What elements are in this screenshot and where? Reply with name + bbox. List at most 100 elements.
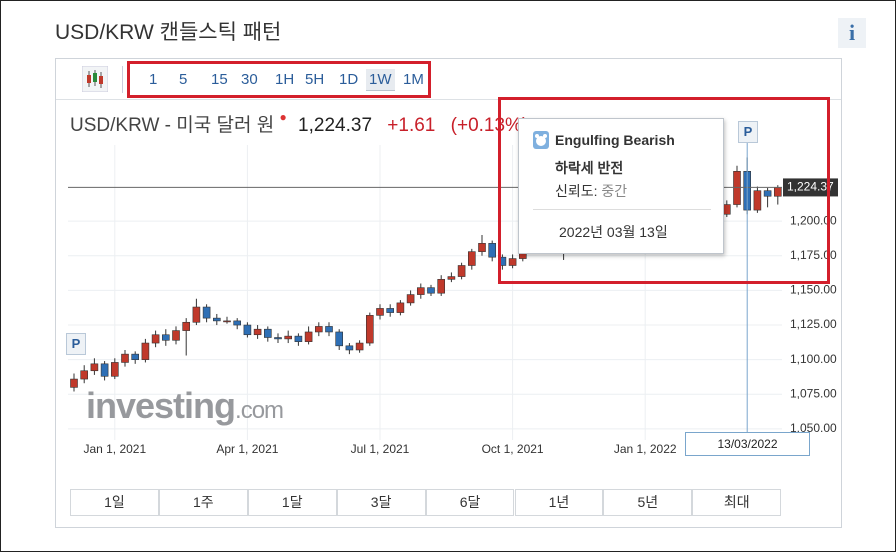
candle-body	[345, 345, 354, 351]
candle-body	[467, 251, 476, 266]
y-tick-label: 1,150.00	[790, 283, 837, 297]
pattern-reliability: 신뢰도: 중간	[555, 181, 627, 201]
candle-body	[100, 363, 109, 377]
watermark-brand: investing	[86, 385, 236, 426]
interval-button[interactable]: 1D	[339, 71, 359, 88]
candle-body	[172, 330, 180, 341]
candle-body	[284, 335, 293, 340]
y-tick-label: 1,050.00	[790, 421, 837, 435]
range-button[interactable]: 1주	[158, 489, 248, 516]
candle-body	[365, 315, 374, 344]
candle-body	[243, 324, 252, 336]
candle-body	[111, 362, 119, 377]
candle-body	[416, 287, 425, 295]
candle-body	[335, 331, 344, 347]
y-tick-label: 1,075.00	[790, 386, 837, 400]
interval-button[interactable]: 1M	[403, 71, 424, 88]
y-tick-label: 1,125.00	[790, 317, 837, 331]
x-tick-label: Jan 1, 2022	[614, 442, 677, 456]
last-price-box	[783, 178, 838, 197]
reliability-label: 신뢰도:	[555, 183, 598, 199]
quote-header: USD/KRW - 미국 달러 원 ● 1,224.37 +1.61 (+0.1…	[70, 110, 528, 137]
range-button[interactable]: 5년	[603, 489, 693, 516]
candle-body	[437, 279, 446, 294]
candle-icon[interactable]	[82, 66, 108, 92]
watermark: investing.com	[86, 385, 284, 427]
range-button[interactable]: 최대	[692, 489, 782, 516]
candle-body	[294, 335, 303, 342]
range-button[interactable]: 1년	[514, 489, 604, 516]
price-change-pct: (+0.13%)	[450, 115, 529, 136]
candle-body	[386, 308, 395, 313]
candle-body	[355, 342, 364, 351]
x-tick-label: Apr 1, 2021	[216, 442, 278, 456]
interval-button[interactable]: 5	[179, 71, 188, 88]
last-price-label: 1,224.37	[787, 180, 834, 194]
candle-body	[90, 363, 99, 372]
candle-body	[325, 326, 333, 333]
candle-body	[80, 370, 88, 380]
candle-body	[213, 317, 221, 322]
candle-body	[488, 243, 497, 258]
candle-body	[131, 353, 139, 360]
bear-icon	[533, 131, 549, 149]
separator	[122, 66, 123, 93]
candle-body	[447, 276, 456, 280]
info-button[interactable]: i	[838, 18, 866, 48]
candle-body	[376, 308, 384, 316]
crosshair-date: 13/03/2022	[685, 432, 810, 456]
candle-body	[314, 326, 323, 333]
candle-body	[233, 320, 241, 326]
last-price: 1,224.37	[298, 115, 373, 136]
candle-body	[202, 306, 211, 319]
pattern-tooltip: Engulfing Bearish 하락세 반전 신뢰도: 중간 2022년 0…	[518, 118, 724, 254]
candle-body	[396, 302, 405, 313]
interval-button[interactable]: 1W	[366, 69, 395, 91]
pattern-name: Engulfing Bearish	[555, 132, 675, 148]
range-button[interactable]: 1달	[247, 489, 337, 516]
candle-body	[733, 171, 741, 205]
candle-body	[753, 190, 762, 211]
pattern-marker[interactable]: P	[66, 333, 86, 355]
pattern-signal: 하락세 반전	[555, 160, 624, 176]
interval-button[interactable]: 5H	[305, 71, 325, 88]
candle-body	[263, 328, 272, 338]
x-tick-label: Jul 1, 2021	[351, 442, 410, 456]
candle-body	[223, 320, 231, 323]
range-button[interactable]: 3달	[336, 489, 426, 516]
candle-body	[192, 306, 201, 323]
range-button[interactable]: 6달	[425, 489, 515, 516]
candle-body	[508, 258, 517, 266]
candle-body	[427, 287, 435, 294]
candle-body	[121, 353, 129, 363]
interval-button[interactable]: 15	[211, 71, 228, 88]
interval-button[interactable]: 1	[149, 71, 158, 88]
interval-button[interactable]: 1H	[275, 71, 295, 88]
y-tick-label: 1,100.00	[790, 352, 837, 366]
candle-body	[151, 334, 160, 344]
x-tick-label: Jan 1, 2021	[83, 442, 146, 456]
range-button[interactable]: 1일	[70, 489, 159, 516]
candle-body	[141, 342, 150, 360]
candle-body	[406, 294, 415, 304]
page-title: USD/KRW 캔들스틱 패턴	[55, 21, 282, 44]
candle-body	[182, 321, 190, 331]
divider	[56, 99, 841, 100]
instrument-name: USD/KRW - 미국 달러 원	[70, 115, 275, 136]
interval-button[interactable]: 30	[241, 71, 258, 88]
price-change: +1.61	[387, 115, 436, 136]
x-tick-label: Oct 1, 2021	[482, 442, 544, 456]
status-dot: ●	[279, 110, 287, 124]
highlight-box	[127, 61, 431, 98]
candle-body	[457, 265, 466, 277]
y-tick-label: 1,200.00	[790, 213, 837, 227]
candle-body	[162, 334, 170, 341]
candle-body	[763, 190, 772, 197]
candle-body	[304, 331, 313, 342]
pattern-marker[interactable]: P	[738, 121, 758, 143]
candle-body	[253, 328, 262, 336]
candle-body	[70, 378, 78, 388]
y-tick-label: 1,175.00	[790, 248, 837, 262]
highlight-box	[498, 97, 830, 284]
